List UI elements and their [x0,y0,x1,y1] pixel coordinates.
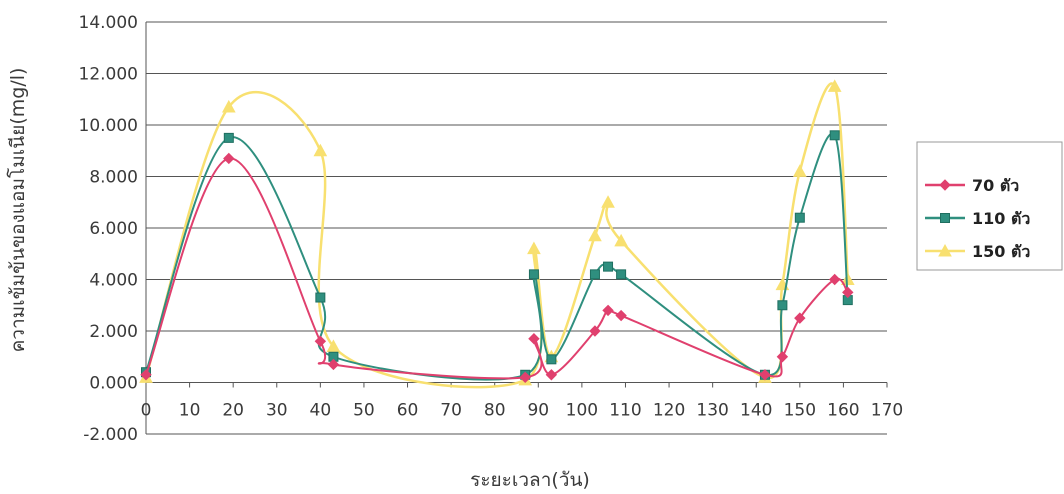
x-tick-label: 20 [222,401,244,421]
data-point [223,152,235,165]
data-point [545,369,558,381]
x-axis-title: ระยะเวลา(วัน) [470,469,590,491]
legend-item: 110 ตัว [925,209,1030,228]
legend-label: 150 ตัว [972,242,1030,261]
x-tick-label: 170 [871,401,903,421]
x-tick-label: 130 [696,401,728,421]
x-tick-labels: 0 10 20 30 40 50 60 70 80 90 100 110 120 130 140 150 160… [141,401,904,421]
y-tick-label: 12.000 [79,65,138,85]
data-point [223,132,234,143]
data-point [527,241,541,255]
data-point [326,339,341,352]
y-tick-label: 14.000 [79,13,138,33]
data-point [827,79,842,92]
data-point [313,143,328,157]
data-point [327,358,340,371]
data-point [314,335,327,348]
y-tick-label: 0.000 [89,374,138,394]
y-tick-labels: -2.000 0.000 2.000 4.000 6.000 8.000 10.000 12.… [79,13,138,445]
series-layer [139,79,855,389]
data-point [615,309,627,322]
legend-label: 70 ตัว [972,176,1019,195]
x-tick-label: 100 [566,401,598,421]
data-point [602,304,614,317]
data-point [519,371,531,384]
x-tick-label: 90 [527,401,549,421]
data-point [776,351,789,363]
legend-item: 70 ตัว [925,176,1019,195]
data-point [777,300,788,311]
legend-swatch-marker [938,243,952,257]
y-tick-label: 8.000 [89,168,138,188]
data-point [616,269,627,280]
x-tick-label: 70 [440,401,462,421]
data-point [528,333,540,345]
x-tick-label: 80 [484,401,506,421]
data-point [842,286,854,299]
series-0 [140,152,854,384]
x-tick-label: 60 [397,401,419,421]
data-point [589,325,601,337]
data-point [829,130,840,141]
x-tick-label: 0 [141,401,152,421]
x-tick-label: 10 [179,401,201,421]
y-tick-label: -2.000 [83,425,138,445]
x-tick-label: 120 [653,401,685,421]
x-tick-label: 40 [310,401,332,421]
data-point [546,354,557,365]
series-line [145,132,849,381]
data-point [315,292,326,303]
data-point [759,369,771,381]
legend-label: 110 ตัว [972,209,1030,228]
legend-swatch-marker [940,213,950,223]
x-tick-label: 140 [740,401,772,421]
data-point [589,269,600,280]
y-tick-label: 2.000 [89,322,138,342]
series-1 [141,130,853,381]
data-point [794,212,805,223]
x-tick-label: 160 [827,401,859,421]
data-point [221,99,236,113]
y-axis-title: ความเข้มข้นของแอมโมเนีย(mg/l) [6,68,29,353]
data-point [828,273,841,286]
legend: 70 ตัว 110 ตัว 150 ตัว [916,141,1063,271]
x-tick-label: 150 [784,401,816,421]
legend-item: 150 ตัว [925,242,1030,261]
y-tick-label: 10.000 [79,116,138,136]
legend-swatch-marker [939,179,951,191]
data-point [140,369,152,381]
data-point [601,195,615,208]
y-tick-label: 4.000 [89,271,138,291]
data-point [794,312,806,324]
x-tick-label: 110 [609,401,641,421]
y-tick-label: 6.000 [89,219,138,239]
data-point [603,261,614,272]
x-tick-label: 30 [266,401,288,421]
data-point [792,164,807,177]
data-point [528,269,539,280]
data-point [614,233,628,247]
data-point [588,228,602,242]
x-tick-label: 50 [353,401,375,421]
